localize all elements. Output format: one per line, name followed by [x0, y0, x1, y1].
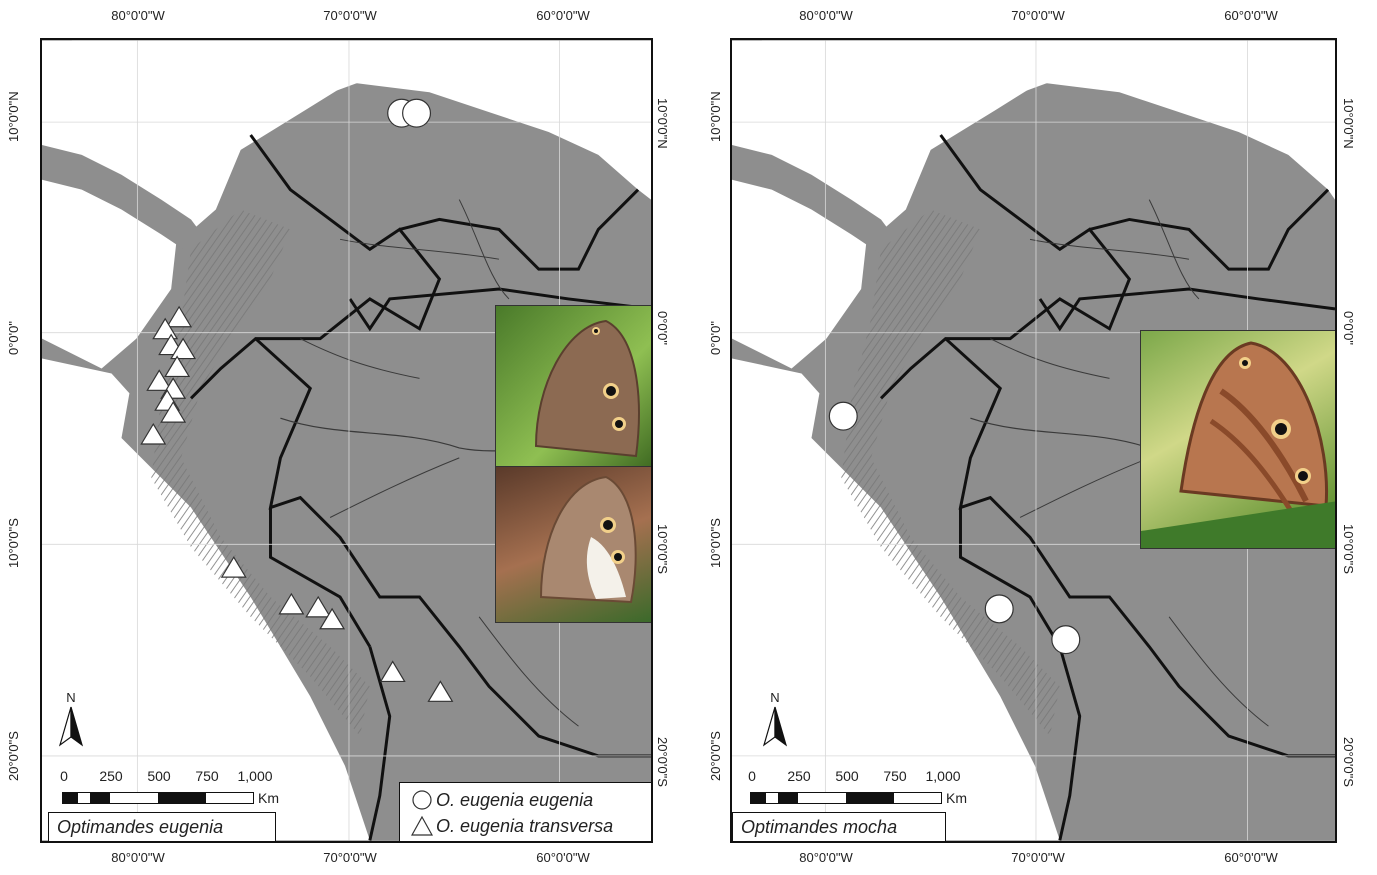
scale-label-250: 250	[99, 768, 123, 784]
map-frame-right: N 0 250 500 750 1,000 Km Optimandes moch…	[730, 38, 1337, 843]
lat-tick-left-0: 0°0'0"	[708, 321, 723, 355]
triangle-icon	[408, 815, 436, 837]
north-arrow-left: N	[56, 690, 86, 754]
butterfly-photo-eugenia-2	[495, 466, 651, 623]
lon-tick-top-80w: 80°0'0"W	[799, 8, 853, 23]
north-label: N	[770, 690, 780, 705]
butterfly-photo-eugenia-1	[495, 305, 651, 467]
scale-unit-right: Km	[946, 790, 967, 806]
lat-tick-left-10s: 10°0'0"S	[708, 518, 723, 568]
map-panel-right: 80°0'0"W 70°0'0"W 60°0'0"W 10°0'0"N 0°0'…	[690, 0, 1377, 875]
lat-tick-right-20s: 20°0'0"S	[1341, 737, 1356, 787]
map-title-right: Optimandes mocha	[732, 812, 946, 841]
lat-tick-left-10s: 10°0'0"S	[6, 518, 21, 568]
lat-tick-left-10n: 10°0'0"N	[6, 91, 21, 142]
lon-tick-top-80w: 80°0'0"W	[111, 8, 165, 23]
lon-tick-top-60w: 60°0'0"W	[536, 8, 590, 23]
legend-label: O. eugenia eugenia	[436, 789, 594, 810]
scale-bar-right	[750, 792, 942, 804]
lat-tick-right-20s: 20°0'0"S	[655, 737, 670, 787]
lon-tick-top-70w: 70°0'0"W	[1011, 8, 1065, 23]
map-frame-left: N 0 250 500 750 1,000 Km Optimandes euge…	[40, 38, 653, 843]
north-label: N	[66, 690, 76, 705]
scale-label-0: 0	[60, 768, 68, 784]
lon-tick-bottom-70w: 70°0'0"W	[323, 850, 377, 865]
scale-label-250: 250	[787, 768, 811, 784]
map-legend: O. eugenia eugenia O. eugenia transversa	[399, 782, 651, 841]
lat-tick-right-0: 0°0'0"	[1341, 311, 1356, 345]
scale-label-1000: 1,000	[237, 768, 273, 784]
lat-tick-left-0: 0°0'0"	[6, 321, 21, 355]
lon-tick-bottom-80w: 80°0'0"W	[799, 850, 853, 865]
lon-tick-bottom-60w: 60°0'0"W	[536, 850, 590, 865]
lat-tick-right-10s: 10°0'0"S	[1341, 524, 1356, 574]
lat-tick-right-10n: 10°0'0"N	[655, 98, 670, 149]
lat-tick-right-10s: 10°0'0"S	[655, 524, 670, 574]
lat-tick-right-10n: 10°0'0"N	[1341, 98, 1356, 149]
circle-icon	[408, 789, 436, 811]
scale-label-1000: 1,000	[925, 768, 961, 784]
lat-tick-left-10n: 10°0'0"N	[708, 91, 723, 142]
lat-tick-left-20s: 20°0'0"S	[708, 731, 723, 781]
scale-unit-left: Km	[258, 790, 279, 806]
lon-tick-bottom-60w: 60°0'0"W	[1224, 850, 1278, 865]
scale-labels-left: 0 250 500 750 1,000	[60, 768, 272, 788]
scale-label-750: 750	[883, 768, 907, 784]
north-arrow-icon	[762, 706, 788, 747]
scale-label-750: 750	[195, 768, 219, 784]
map-panel-left: 80°0'0"W 70°0'0"W 60°0'0"W 10°0'0"N 0°0'…	[6, 8, 670, 865]
lat-tick-left-20s: 20°0'0"S	[6, 731, 21, 781]
north-arrow-icon	[58, 706, 84, 747]
lon-tick-top-60w: 60°0'0"W	[1224, 8, 1278, 23]
scale-label-500: 500	[147, 768, 171, 784]
legend-label: O. eugenia transversa	[436, 815, 614, 836]
lon-tick-bottom-70w: 70°0'0"W	[1011, 850, 1065, 865]
legend-item-eugenia-eugenia: O. eugenia eugenia	[408, 787, 646, 813]
scale-label-0: 0	[748, 768, 756, 784]
scale-labels-right: 0 250 500 750 1,000	[748, 768, 960, 788]
north-arrow-right: N	[760, 690, 790, 754]
scale-label-500: 500	[835, 768, 859, 784]
scale-bar-left	[62, 792, 254, 804]
legend-item-eugenia-transversa: O. eugenia transversa	[408, 813, 646, 839]
lon-tick-top-70w: 70°0'0"W	[323, 8, 377, 23]
butterfly-photo-mocha	[1140, 330, 1335, 549]
lat-tick-right-0: 0°0'0"	[655, 311, 670, 345]
lon-tick-bottom-80w: 80°0'0"W	[111, 850, 165, 865]
map-title-left: Optimandes eugenia	[48, 812, 276, 841]
